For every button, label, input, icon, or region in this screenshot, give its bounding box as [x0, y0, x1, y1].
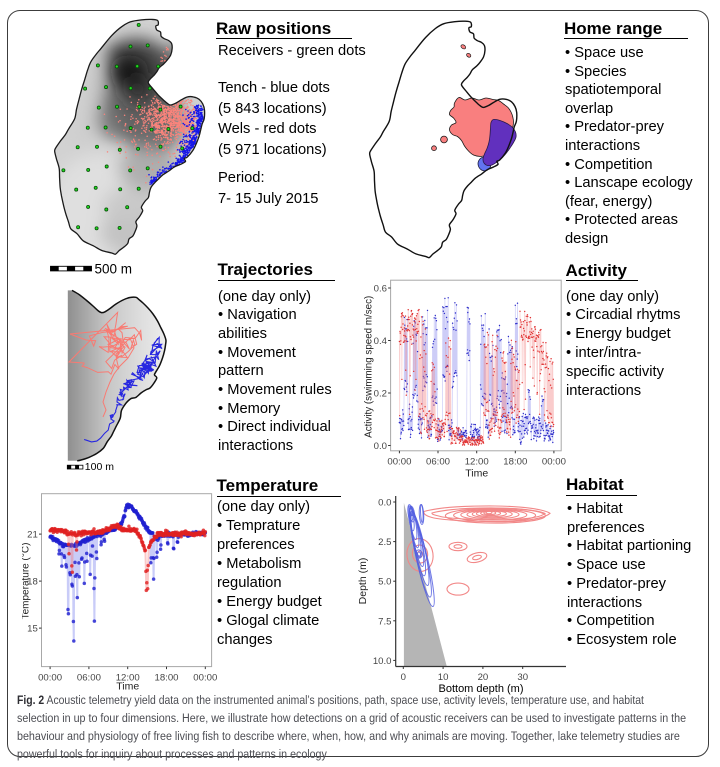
svg-text:06:00: 06:00: [426, 457, 450, 468]
svg-text:12:00: 12:00: [465, 457, 489, 468]
svg-text:20: 20: [478, 672, 489, 683]
svg-text:5.0: 5.0: [378, 577, 391, 588]
svg-text:7.5: 7.5: [378, 616, 391, 627]
svg-text:12:00: 12:00: [116, 673, 140, 684]
svg-text:00:00: 00:00: [387, 457, 411, 468]
svg-text:0.2: 0.2: [374, 389, 387, 400]
svg-text:21: 21: [27, 529, 38, 540]
svg-text:Bottom depth (m): Bottom depth (m): [439, 683, 524, 695]
svg-text:18: 18: [27, 576, 38, 587]
svg-text:0.0: 0.0: [374, 441, 387, 452]
svg-text:500 m: 500 m: [95, 262, 133, 277]
svg-text:00:00: 00:00: [193, 673, 217, 684]
svg-text:Temperature (°C): Temperature (°C): [22, 543, 32, 620]
svg-text:18:00: 18:00: [503, 457, 527, 468]
svg-text:100 m: 100 m: [85, 461, 114, 473]
svg-text:30: 30: [517, 672, 528, 683]
svg-text:06:00: 06:00: [77, 673, 101, 684]
svg-text:18:00: 18:00: [154, 673, 178, 684]
svg-text:Time: Time: [116, 681, 139, 692]
svg-text:Time: Time: [465, 468, 488, 480]
svg-text:2.5: 2.5: [378, 537, 391, 548]
svg-text:Depth (m): Depth (m): [358, 558, 369, 605]
svg-text:15: 15: [27, 623, 38, 634]
svg-text:0.6: 0.6: [374, 284, 387, 295]
svg-text:10: 10: [438, 672, 449, 683]
svg-text:00:00: 00:00: [38, 673, 62, 684]
svg-text:10.0: 10.0: [373, 656, 392, 667]
svg-text:Activity (swimming speed m/sec: Activity (swimming speed m/sec): [364, 296, 375, 438]
svg-text:0.4: 0.4: [374, 336, 388, 347]
svg-text:0.0: 0.0: [378, 498, 391, 509]
svg-text:00:00: 00:00: [542, 457, 566, 468]
svg-text:0: 0: [401, 672, 406, 683]
